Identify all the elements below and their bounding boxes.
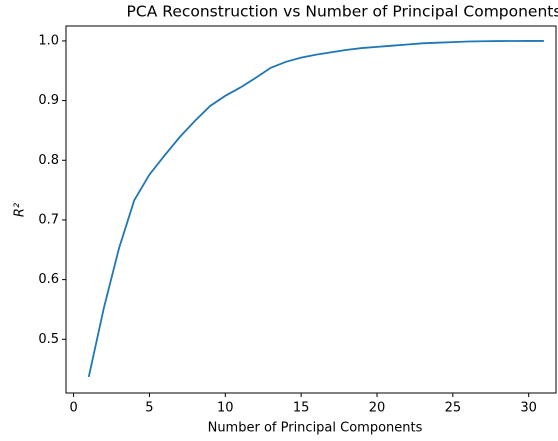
y-tick-label: 0.7 xyxy=(38,212,59,227)
y-tick-label: 0.9 xyxy=(38,93,59,108)
y-tick-label: 1.0 xyxy=(38,33,59,48)
x-tick-label: 20 xyxy=(369,401,386,416)
y-tick-label: 0.5 xyxy=(38,332,59,347)
x-tick-label: 0 xyxy=(69,401,77,416)
x-tick-label: 10 xyxy=(217,401,234,416)
y-tick-label: 0.6 xyxy=(38,272,59,287)
x-tick-label: 15 xyxy=(293,401,310,416)
plot-frame xyxy=(65,25,557,394)
x-tick-label: 25 xyxy=(445,401,462,416)
x-axis-label: Number of Principal Components xyxy=(208,421,423,436)
chart-title: PCA Reconstruction vs Number of Principa… xyxy=(127,3,558,21)
x-tick-label: 30 xyxy=(520,401,537,416)
y-tick-label: 0.8 xyxy=(38,153,59,168)
x-tick-label: 5 xyxy=(145,401,153,416)
line-series xyxy=(87,40,544,378)
y-axis-label: R² xyxy=(13,203,28,217)
